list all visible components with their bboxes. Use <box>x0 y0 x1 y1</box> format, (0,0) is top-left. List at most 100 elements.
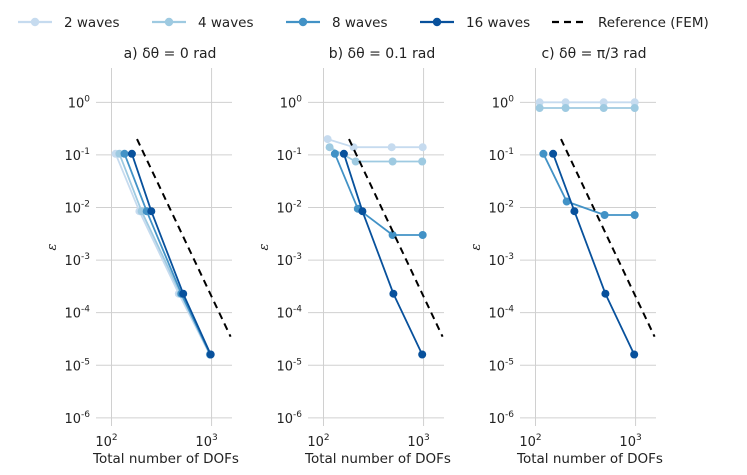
data-point-2-waves <box>535 98 544 107</box>
y-tick-label: 10-5 <box>488 357 514 374</box>
data-point-16-waves <box>206 350 215 359</box>
data-point-16-waves <box>127 149 136 158</box>
data-point-8-waves <box>600 211 609 219</box>
x-tick-label: 102 <box>95 433 117 450</box>
y-tick-label: 10-3 <box>64 252 90 269</box>
data-point-4-waves <box>418 157 427 166</box>
y-tick-label: 10-4 <box>64 305 90 322</box>
x-axis-label: Total number of DOFs <box>516 451 663 467</box>
y-tick-label: 10-3 <box>276 252 302 269</box>
data-point-8-waves <box>120 149 129 158</box>
panel-3: c) δθ = π/3 rad 100 10-1 10-2 10-3 10-4 10-5 10… <box>469 46 663 467</box>
series-line-reference-fem <box>348 138 444 338</box>
data-point-2-waves <box>323 135 332 144</box>
y-tick-label: 10-2 <box>276 200 302 217</box>
x-tick-label: 103 <box>407 433 429 450</box>
y-tick-label: 10-5 <box>276 357 302 374</box>
y-tick-label: 100 <box>492 94 515 111</box>
legend-label: 2 waves <box>64 15 120 31</box>
panel-title: a) δθ = 0 rad <box>124 46 217 62</box>
y-tick-label: 10-1 <box>488 147 514 164</box>
y-tick-label: 10-6 <box>276 410 302 427</box>
data-point-16-waves <box>339 149 348 158</box>
data-point-4-waves <box>561 104 570 112</box>
data-point-2-waves <box>630 98 639 107</box>
series-line-16-waves <box>343 153 424 355</box>
legend-swatch-marker <box>30 17 40 27</box>
panel-1: a) δθ = 0 rad 100 10-1 10-2 10-3 10-4 10-5 10-6… <box>45 46 239 467</box>
data-point-4-waves <box>535 104 544 112</box>
y-tick-label: 10-6 <box>64 410 90 427</box>
y-tick-label: 10-6 <box>488 410 514 427</box>
data-point-8-waves <box>418 231 427 239</box>
data-point-16-waves <box>570 207 579 216</box>
data-point-16-waves <box>358 207 367 216</box>
data-point-8-waves <box>330 149 339 158</box>
series-line-8-waves <box>334 153 423 236</box>
x-tick-label: 102 <box>307 433 329 450</box>
data-point-16-waves <box>147 207 156 216</box>
data-point-4-waves <box>388 157 397 166</box>
x-axis-label: Total number of DOFs <box>92 451 239 467</box>
series-line-16-waves <box>552 153 636 355</box>
data-point-8-waves <box>388 231 397 239</box>
data-point-16-waves <box>418 350 427 359</box>
data-point-8-waves <box>630 211 639 219</box>
series-line-reference-fem <box>560 138 656 338</box>
legend-label: 8 waves <box>332 15 388 31</box>
data-point-4-waves <box>351 157 360 166</box>
y-tick-label: 10-3 <box>488 252 514 269</box>
y-tick-label: 10-5 <box>64 357 90 374</box>
data-point-16-waves <box>179 289 188 298</box>
panel-2: b) δθ = 0.1 rad 100 10-1 10-2 10-3 10-4 10-5 10… <box>257 46 451 467</box>
y-tick-label: 100 <box>68 94 91 111</box>
series-line-reference-fem <box>136 138 232 338</box>
y-tick-label: 10-4 <box>276 305 302 322</box>
x-axis-label: Total number of DOFs <box>304 451 451 467</box>
y-axis-label: ε <box>45 243 60 250</box>
y-axis-label: ε <box>257 243 272 250</box>
panel-title: c) δθ = π/3 rad <box>541 46 646 62</box>
y-tick-label: 10-1 <box>276 147 302 164</box>
legend-entry-4: 16 waves <box>420 15 530 31</box>
legend-label: Reference (FEM) <box>598 15 709 31</box>
y-tick-label: 10-2 <box>488 200 514 217</box>
data-point-8-waves <box>562 197 571 206</box>
data-point-2-waves <box>387 143 396 152</box>
data-point-2-waves <box>599 98 608 107</box>
legend-entry-2: 4 waves <box>152 15 254 31</box>
x-tick-label: 103 <box>195 433 217 450</box>
data-point-2-waves <box>561 98 570 107</box>
data-point-4-waves <box>325 143 334 152</box>
data-point-16-waves <box>389 289 398 298</box>
legend-label: 16 waves <box>466 15 530 31</box>
data-point-4-waves <box>630 104 639 112</box>
legend-entry-5: Reference (FEM) <box>552 15 709 31</box>
data-point-4-waves <box>599 104 608 112</box>
data-point-8-waves <box>539 149 548 158</box>
y-axis-label: ε <box>469 243 484 250</box>
series-line-8-waves <box>542 153 635 216</box>
data-point-2-waves <box>418 143 427 152</box>
y-tick-label: 10-1 <box>64 147 90 164</box>
legend-swatch-marker <box>432 17 442 27</box>
legend-swatch-marker <box>298 17 308 27</box>
y-tick-label: 10-4 <box>488 305 514 322</box>
legend-swatch-marker <box>164 17 174 27</box>
data-point-16-waves <box>630 350 639 359</box>
legend-label: 4 waves <box>198 15 254 31</box>
y-tick-label: 100 <box>280 94 303 111</box>
panel-title: b) δθ = 0.1 rad <box>329 46 436 62</box>
data-point-16-waves <box>601 289 610 298</box>
series-line-8-waves <box>123 153 212 355</box>
data-point-16-waves <box>549 149 558 158</box>
series-line-16-waves <box>131 153 212 355</box>
series-line-2-waves <box>114 153 211 355</box>
y-tick-label: 10-2 <box>64 200 90 217</box>
x-tick-label: 103 <box>619 433 641 450</box>
legend-entry-1: 2 waves <box>18 15 120 31</box>
x-tick-label: 102 <box>519 433 541 450</box>
series-line-2-waves <box>327 138 423 149</box>
